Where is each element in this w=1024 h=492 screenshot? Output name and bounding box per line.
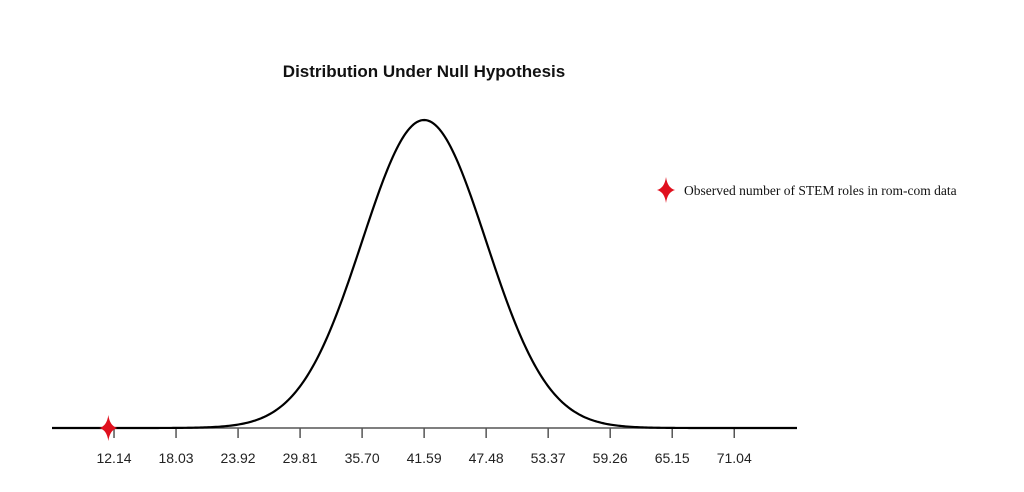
x-tick-label: 41.59 (407, 450, 442, 466)
x-tick-label: 65.15 (655, 450, 690, 466)
x-tick-label: 23.92 (221, 450, 256, 466)
x-tick-label: 18.03 (159, 450, 194, 466)
legend-label: Observed number of STEM roles in rom-com… (684, 183, 957, 198)
x-tick-label: 71.04 (717, 450, 752, 466)
observed-point (99, 415, 118, 441)
legend: Observed number of STEM roles in rom-com… (657, 177, 957, 203)
x-tick-label: 29.81 (283, 450, 318, 466)
x-tick-label: 59.26 (593, 450, 628, 466)
x-tick-label: 35.70 (345, 450, 380, 466)
legend-marker-icon (657, 177, 675, 203)
x-tick-label: 12.14 (96, 450, 131, 466)
x-tick-label: 53.37 (531, 450, 566, 466)
chart-title: Distribution Under Null Hypothesis (283, 62, 565, 81)
density-curve (52, 118, 797, 430)
x-tick-label: 47.48 (469, 450, 504, 466)
